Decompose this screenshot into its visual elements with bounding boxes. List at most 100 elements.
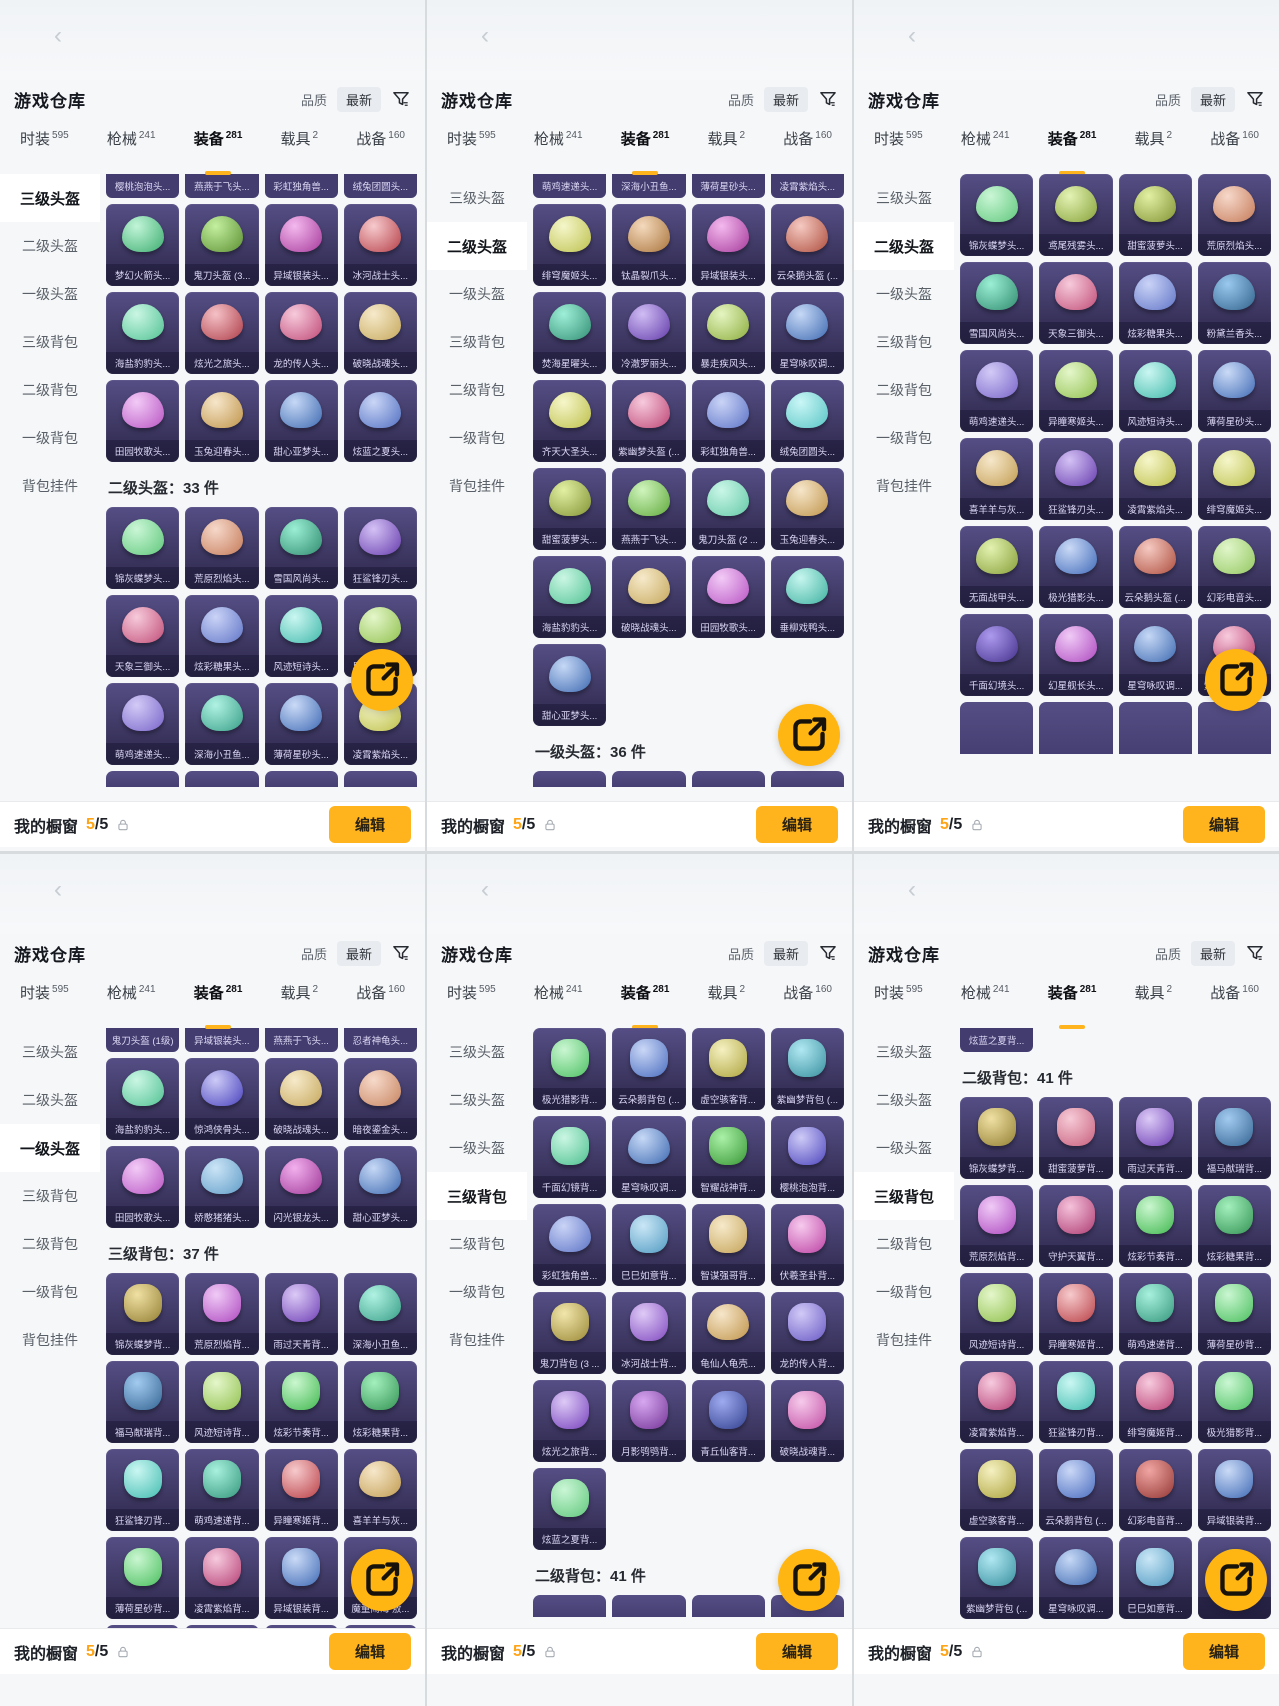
item-tile[interactable]: 绯穹魔姬头... — [533, 204, 607, 286]
sidebar-item-7[interactable]: 背包挂件 — [22, 1332, 78, 1348]
item-tile[interactable]: 凌霄紫焰背... — [185, 1537, 259, 1619]
item-tile[interactable]: 凌霄紫焰头... — [1118, 438, 1192, 520]
item-tile-cut[interactable]: 凌霄紫焰头... — [770, 174, 844, 198]
sidebar-item-2[interactable]: 二级头盔 — [427, 222, 527, 270]
sidebar-item-6[interactable]: 一级背包 — [22, 430, 78, 446]
edit-button[interactable]: 编辑 — [328, 806, 411, 843]
item-tile[interactable]: 星穹咏叹调... — [770, 292, 844, 374]
item-tile[interactable]: 极光猎影背... — [533, 1028, 607, 1110]
item-tile[interactable]: 梦幻火箭头... — [106, 204, 180, 286]
item-tile[interactable]: 紫幽梦背包 (... — [960, 1537, 1034, 1619]
tab-3[interactable]: 装备 281 — [194, 128, 243, 166]
sidebar-item-3[interactable]: 一级头盔 — [876, 286, 932, 302]
item-tile[interactable]: 荒原烈焰背... — [185, 1273, 259, 1355]
back-icon[interactable]: ‹ — [908, 22, 916, 49]
item-tile[interactable]: 智谋强哥背... — [691, 1204, 765, 1286]
sidebar-item-1[interactable]: 三级头盔 — [449, 190, 505, 206]
item-tile[interactable]: 云朵鹅头盔 (... — [770, 204, 844, 286]
item-tile[interactable]: 狂鲨锋刃背... — [106, 1449, 180, 1531]
item-tile[interactable]: 海盐豹豹头... — [106, 1058, 180, 1140]
item-tile-cut[interactable] — [533, 1595, 607, 1617]
item-tile-cut[interactable] — [533, 771, 607, 787]
sidebar-item-4[interactable]: 三级背包 — [876, 334, 932, 350]
tab-1[interactable]: 时装 595 — [20, 982, 69, 1020]
item-tile[interactable]: 狂鲨锋刃背... — [1039, 1361, 1113, 1443]
item-tile[interactable]: 风迹短诗头... — [264, 595, 338, 677]
edit-button[interactable]: 编辑 — [1182, 1633, 1265, 1670]
item-tile-cut[interactable]: 绒兔团圆头... — [343, 174, 417, 198]
item-tile[interactable]: 破晓战魂头... — [612, 556, 686, 638]
item-tile[interactable]: 焚海星曜头... — [533, 292, 607, 374]
item-tile[interactable]: 幻彩电音背... — [1118, 1449, 1192, 1531]
item-tile-cut[interactable]: 鬼刀头盔 (1级) — [106, 1028, 180, 1052]
item-tile[interactable]: 田园牧歌头... — [106, 380, 180, 462]
item-tile[interactable]: 炫彩糖果背... — [343, 1361, 417, 1443]
sort-latest-button[interactable]: 最新 — [336, 86, 381, 112]
item-tile[interactable]: 龟仙人龟壳... — [691, 1292, 765, 1374]
item-tile[interactable]: 薄荷星砂头... — [264, 683, 338, 765]
tab-2[interactable]: 枪械 241 — [961, 982, 1010, 1020]
sort-quality-button[interactable]: 品质 — [727, 946, 754, 962]
item-tile[interactable]: 萌鸡速递头... — [106, 683, 180, 765]
tab-3[interactable]: 装备 281 — [1048, 128, 1097, 166]
item-tile-cut[interactable] — [264, 1625, 338, 1628]
item-tile[interactable]: 深海小丑鱼... — [343, 1273, 417, 1355]
item-tile-cut[interactable] — [612, 771, 686, 787]
sidebar-item-7[interactable]: 背包挂件 — [22, 478, 78, 494]
item-tile-cut[interactable] — [185, 1625, 259, 1628]
sidebar-item-2[interactable]: 二级头盔 — [22, 238, 78, 254]
item-tile-cut[interactable] — [343, 771, 417, 787]
tab-2[interactable]: 枪械 241 — [534, 982, 583, 1020]
item-tile-cut[interactable]: 忍者神龟头... — [343, 1028, 417, 1052]
item-tile[interactable]: 风迹短诗背... — [185, 1361, 259, 1443]
item-tile[interactable]: 破晓战魂头... — [343, 292, 417, 374]
share-button[interactable] — [778, 1549, 840, 1611]
item-tile[interactable]: 荒原烈焰头... — [1197, 174, 1271, 256]
tab-4[interactable]: 载具 2 — [1135, 128, 1173, 166]
item-tile-cut[interactable] — [106, 1625, 180, 1628]
sort-quality-button[interactable]: 品质 — [1154, 946, 1181, 962]
sidebar-item-6[interactable]: 一级背包 — [449, 1284, 505, 1300]
item-tile[interactable]: 异瞳寒姬头... — [1039, 350, 1113, 432]
tab-5[interactable]: 战备 160 — [356, 982, 405, 1020]
item-tile[interactable]: 甜心亚梦头... — [264, 380, 338, 462]
item-tile[interactable]: 月影鸮鸮背... — [612, 1380, 686, 1462]
item-tile[interactable]: 雨过天青背... — [264, 1273, 338, 1355]
tab-4[interactable]: 载具 2 — [281, 982, 319, 1020]
item-tile[interactable]: 彩虹独角兽... — [533, 1204, 607, 1286]
sidebar-item-5[interactable]: 二级背包 — [449, 382, 505, 398]
sidebar-item-4[interactable]: 三级背包 — [449, 334, 505, 350]
tab-2[interactable]: 枪械 241 — [534, 128, 583, 166]
item-tile[interactable]: 燕燕于飞头... — [612, 468, 686, 550]
tab-3[interactable]: 装备 281 — [621, 128, 670, 166]
item-tile[interactable]: 风迹短诗头... — [1118, 350, 1192, 432]
item-tile[interactable]: 紫幽梦头盔 (... — [612, 380, 686, 462]
item-tile[interactable]: 田园牧歌头... — [106, 1146, 180, 1228]
sidebar-item-4[interactable]: 三级背包 — [22, 1188, 78, 1204]
item-tile[interactable]: 异域银装背... — [1197, 1449, 1271, 1531]
sidebar-item-5[interactable]: 二级背包 — [876, 1236, 932, 1252]
item-tile-cut[interactable] — [612, 1595, 686, 1617]
tab-2[interactable]: 枪械 241 — [107, 982, 156, 1020]
sidebar-item-2[interactable]: 二级头盔 — [854, 222, 954, 270]
tab-5[interactable]: 战备 160 — [1210, 128, 1259, 166]
item-tile[interactable]: 幻彩电音头... — [1197, 526, 1271, 608]
item-tile[interactable]: 星穹咏叹调... — [612, 1116, 686, 1198]
filter-button[interactable] — [818, 89, 838, 109]
item-tile[interactable]: 炫光之旅头... — [185, 292, 259, 374]
filter-button[interactable] — [391, 943, 411, 963]
sidebar-item-5[interactable]: 二级背包 — [22, 382, 78, 398]
back-icon[interactable]: ‹ — [908, 876, 916, 903]
sidebar-item-6[interactable]: 一级背包 — [22, 1284, 78, 1300]
sort-latest-button[interactable]: 最新 — [1190, 86, 1235, 112]
sort-quality-button[interactable]: 品质 — [300, 92, 327, 108]
sort-latest-button[interactable]: 最新 — [1190, 940, 1235, 966]
tab-1[interactable]: 时装 595 — [447, 128, 496, 166]
edit-button[interactable]: 编辑 — [1182, 806, 1265, 843]
item-tile[interactable]: 冷澈罗丽头... — [612, 292, 686, 374]
item-tile[interactable]: 虚空骇客背... — [691, 1028, 765, 1110]
item-tile[interactable]: 福马献瑞背... — [1197, 1097, 1271, 1179]
tab-5[interactable]: 战备 160 — [1210, 982, 1259, 1020]
tab-4[interactable]: 载具 2 — [708, 128, 746, 166]
sort-quality-button[interactable]: 品质 — [727, 92, 754, 108]
